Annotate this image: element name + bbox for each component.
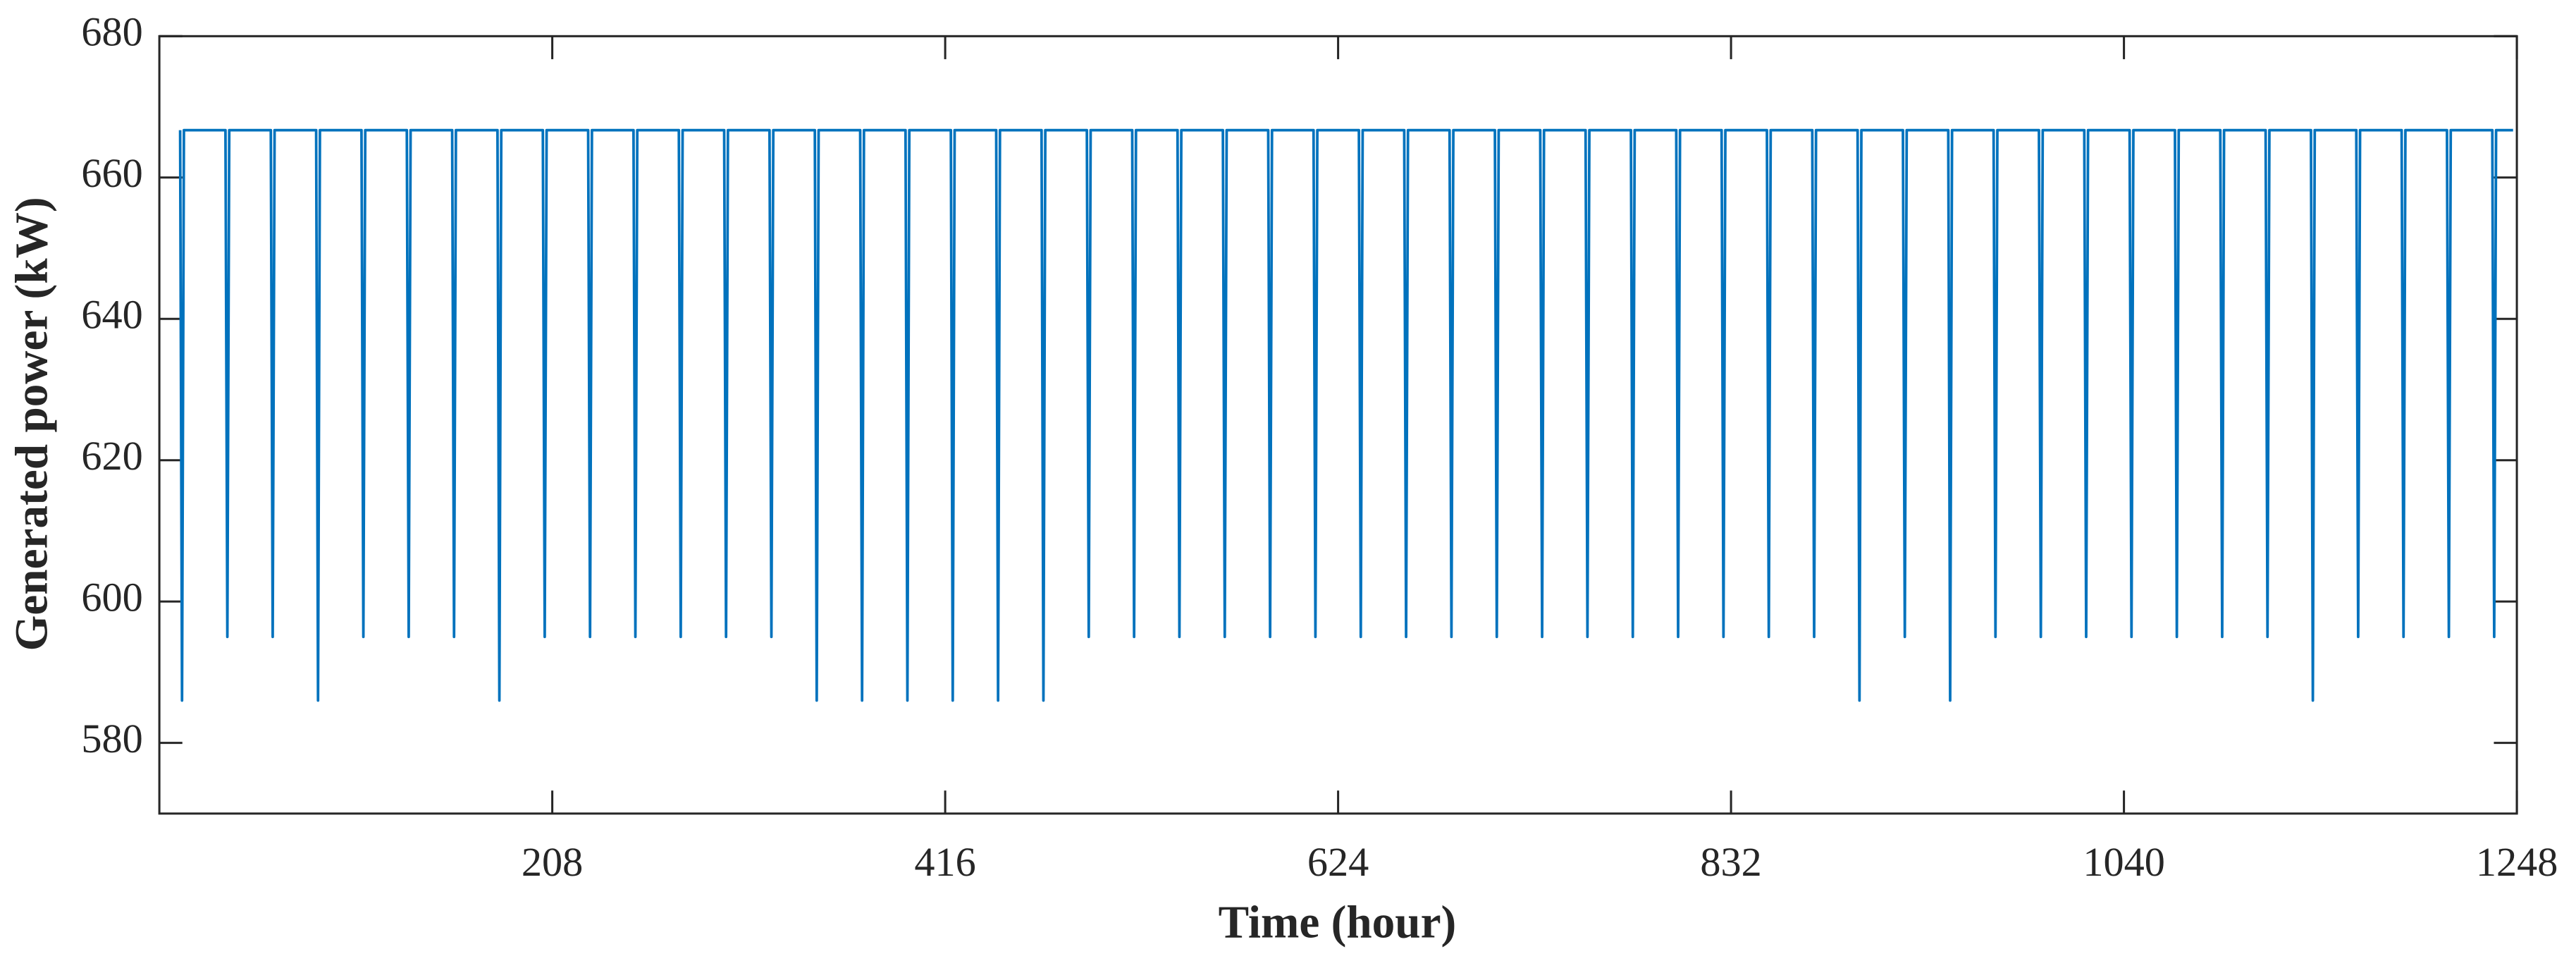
y-tick-label: 640 bbox=[81, 292, 142, 338]
x-tick-label: 416 bbox=[914, 839, 975, 885]
data-line bbox=[178, 128, 2513, 702]
x-axis-label: Time (hour) bbox=[1219, 898, 1457, 948]
x-tick-label: 832 bbox=[1700, 839, 1761, 885]
y-tick-label: 680 bbox=[81, 9, 142, 55]
plot-frame bbox=[158, 35, 2518, 815]
x-tick-label: 1248 bbox=[2476, 839, 2558, 885]
y-tick-label: 580 bbox=[81, 716, 142, 761]
y-tick-label: 660 bbox=[81, 150, 142, 196]
y-axis-label: Generated power (kW) bbox=[6, 197, 57, 651]
y-tick-label: 600 bbox=[81, 575, 142, 620]
y-tick-label: 620 bbox=[81, 433, 142, 479]
x-tick-label: 208 bbox=[522, 839, 583, 885]
x-tick-label: 1040 bbox=[2083, 839, 2165, 885]
x-tick-label: 624 bbox=[1307, 839, 1369, 885]
